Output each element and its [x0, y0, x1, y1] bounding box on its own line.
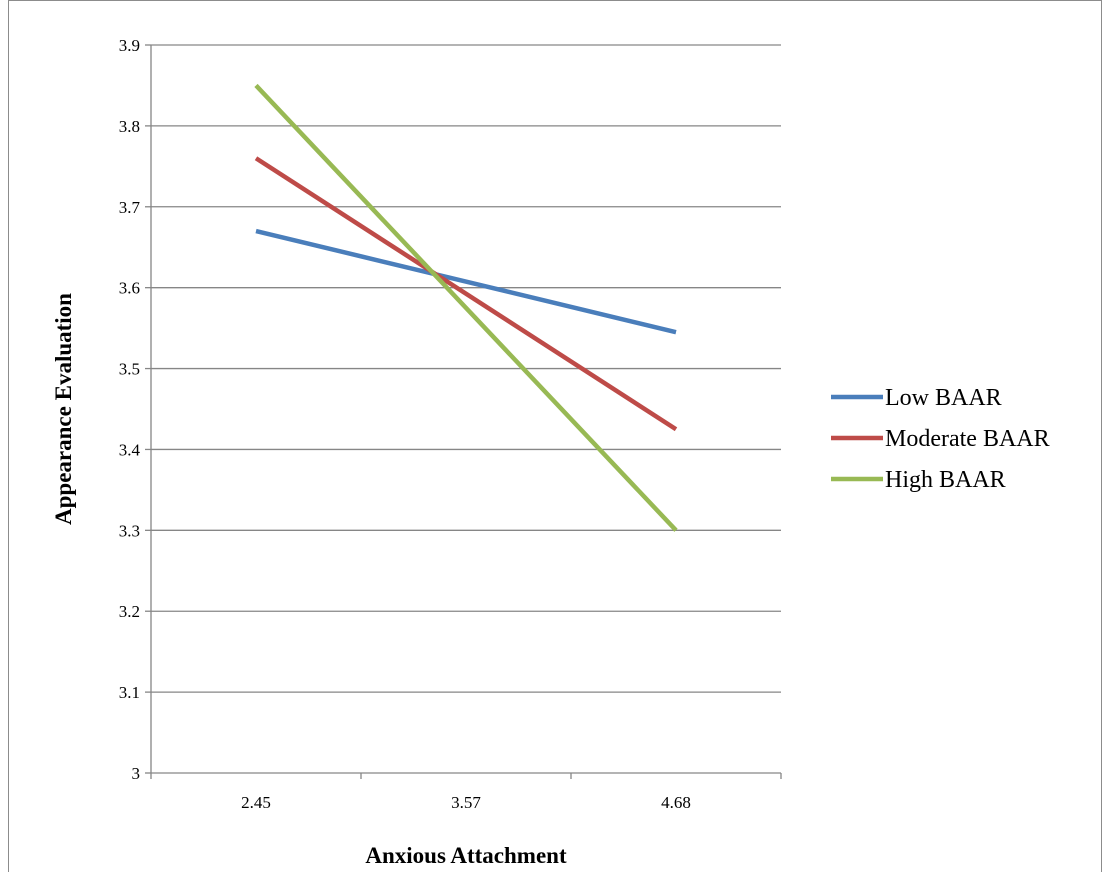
series-line-low-baar	[255, 228, 677, 335]
legend: Low BAAR Moderate BAAR High BAAR	[831, 385, 1050, 493]
x-axis-title: Anxious Attachment	[365, 843, 567, 868]
y-tick-label: 3.9	[119, 36, 140, 55]
x-tick-label: 4.68	[661, 793, 691, 812]
x-tick-label: 2.45	[241, 793, 271, 812]
y-tick-labels: 3 3.1 3.2 3.3 3.4 3.5 3.6 3.7 3.8 3.9	[119, 36, 141, 783]
legend-label: Low BAAR	[885, 385, 1002, 411]
y-tick-label: 3.4	[119, 440, 141, 459]
y-tick-label: 3.5	[119, 360, 140, 379]
x-tick-label: 3.57	[451, 793, 481, 812]
series-line-moderate-baar	[254, 156, 678, 432]
legend-label: Moderate BAAR	[885, 426, 1050, 452]
legend-label: High BAAR	[885, 467, 1006, 493]
y-tick-label: 3.1	[119, 683, 140, 702]
gridlines	[151, 44, 781, 693]
y-tick-label: 3	[132, 764, 141, 783]
y-tick-label: 3.3	[119, 521, 140, 540]
y-tick-label: 3.8	[119, 117, 140, 136]
y-axis-title: Appearance Evaluation	[51, 293, 76, 525]
y-tick-label: 3.6	[119, 279, 140, 298]
x-tick-labels: 2.45 3.57 4.68	[241, 793, 691, 812]
y-tick-label: 3.2	[119, 602, 140, 621]
axes	[145, 44, 782, 779]
series-line-high-baar	[254, 83, 678, 532]
y-tick-label: 3.7	[119, 198, 141, 217]
chart-frame	[8, 0, 1102, 872]
series-lines	[254, 83, 678, 532]
